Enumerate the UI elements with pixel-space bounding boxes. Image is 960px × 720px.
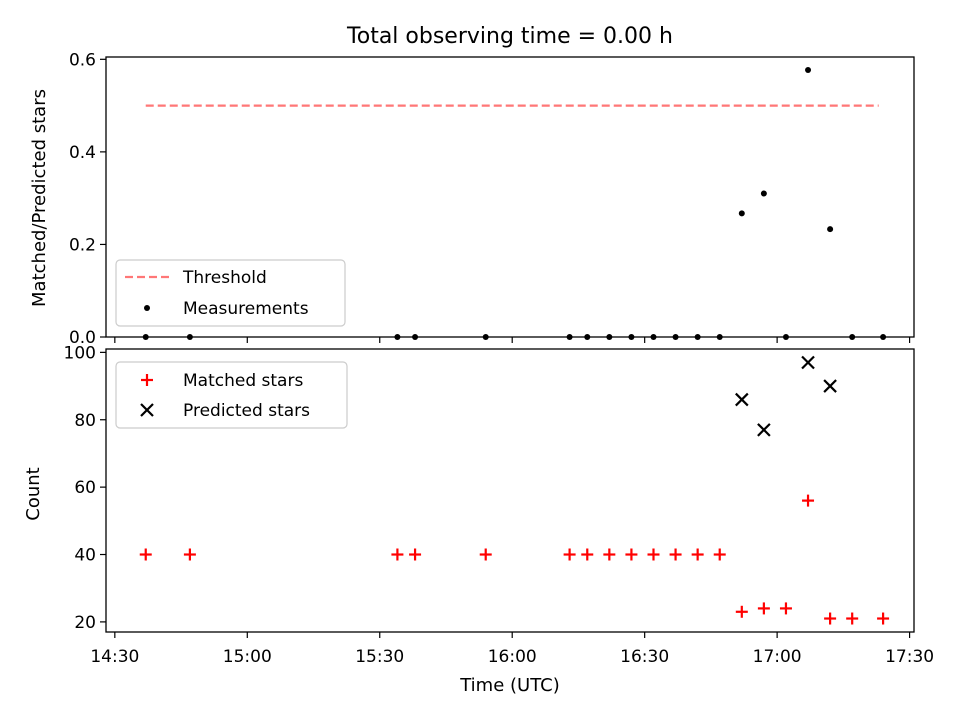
matched-star-point <box>563 548 576 561</box>
top-legend: Threshold Measurements <box>115 259 346 327</box>
bottom-legend: Matched stars Predicted stars <box>115 361 348 429</box>
bottom-y-tick-label: 20 <box>74 613 96 633</box>
x-tick-label: 17:00 <box>753 647 802 667</box>
matched-legend-marker <box>141 374 153 386</box>
predicted-star-point <box>801 355 815 370</box>
matched-star-point <box>647 548 660 561</box>
x-tick-label: 15:30 <box>355 647 404 667</box>
matched-star-point <box>824 612 837 625</box>
x-axis-label: Time (UTC) <box>459 675 560 696</box>
measurements-legend-label: Measurements <box>183 299 309 319</box>
predicted-star-point <box>823 379 837 393</box>
bottom-y-tick-label: 80 <box>74 411 96 431</box>
matched-star-point <box>183 548 196 561</box>
x-tick-label: 15:00 <box>223 647 272 667</box>
measurement-point <box>827 226 834 233</box>
bottom-plot-marks <box>139 355 890 625</box>
top-legend-box <box>115 259 346 327</box>
predicted-star-point <box>735 392 749 407</box>
top-y-tick-label: 0.0 <box>69 328 96 348</box>
matched-star-point <box>713 548 726 561</box>
matched-star-point <box>846 612 859 625</box>
top-panel: Total observing time = 0.00 h Matched/Pr… <box>29 24 915 348</box>
matched-star-point <box>603 548 616 561</box>
matched-star-point <box>139 548 152 561</box>
matched-star-point <box>735 605 748 618</box>
matched-star-point <box>581 548 594 561</box>
bottom-y-tick-label: 40 <box>74 546 96 566</box>
bottom-y-tick-label: 60 <box>74 478 96 498</box>
measurement-point <box>805 66 812 73</box>
bottom-y-tick-label: 100 <box>64 343 96 363</box>
top-plot-frame <box>105 56 915 338</box>
bottom-legend-box <box>115 361 348 429</box>
bottom-plot-frame <box>105 348 915 633</box>
top-y-axis-label: Matched/Predicted stars <box>29 89 50 307</box>
predicted-legend-marker <box>140 403 154 417</box>
top-plot-marks <box>142 66 887 340</box>
measurements-legend-marker <box>144 305 150 311</box>
bottom-panel: Count Time (UTC) 20 40 60 80 100 14:30 15:00 15… <box>23 343 934 696</box>
matched-star-point <box>479 548 492 561</box>
predicted-star-point <box>757 423 771 437</box>
top-y-tick-label: 0.6 <box>69 50 96 70</box>
matched-star-point <box>669 548 682 561</box>
top-y-tick-label: 0.4 <box>69 143 96 163</box>
matched-star-point <box>877 612 890 625</box>
top-y-tick-label: 0.2 <box>69 235 96 255</box>
bottom-ticks: 20 40 60 80 100 14:30 15:00 15:30 16:00 16:30 17:0… <box>64 343 935 667</box>
matched-star-point <box>391 548 404 561</box>
x-tick-label: 16:30 <box>620 647 669 667</box>
measurement-point <box>760 190 767 197</box>
matched-star-point <box>802 494 815 507</box>
x-tick-label: 14:30 <box>90 647 139 667</box>
bottom-y-axis-label: Count <box>23 467 44 520</box>
predicted-legend-label: Predicted stars <box>183 401 310 421</box>
matched-star-point <box>409 548 422 561</box>
matched-star-point <box>625 548 638 561</box>
matched-star-point <box>691 548 704 561</box>
matched-star-point <box>779 602 792 615</box>
x-tick-label: 17:30 <box>885 647 934 667</box>
chart-title: Total observing time = 0.00 h <box>346 24 673 49</box>
top-ticks: 0.0 0.2 0.4 0.6 <box>69 50 911 348</box>
matched-star-point <box>757 602 770 615</box>
threshold-legend-label: Threshold <box>182 268 267 288</box>
matched-legend-label: Matched stars <box>183 371 303 391</box>
measurement-point <box>738 210 745 217</box>
x-tick-label: 16:00 <box>488 647 537 667</box>
